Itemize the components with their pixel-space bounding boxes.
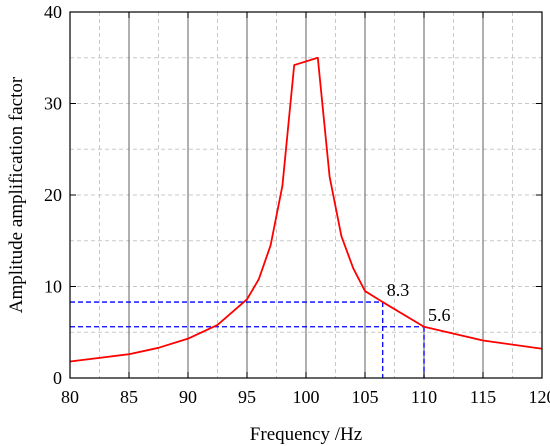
x-tick-label: 100: [293, 387, 320, 407]
y-tick-label: 0: [53, 368, 62, 388]
x-tick-labels: 80 85 90 95 100 105 110 115 120: [61, 387, 550, 407]
y-tick-label: 40: [44, 2, 62, 22]
series-layer: [69, 56, 543, 363]
x-tick-label: 80: [61, 387, 79, 407]
x-tick-label: 120: [529, 387, 550, 407]
x-axis-title: Frequency /Hz: [250, 424, 362, 445]
y-tick-label: 30: [44, 94, 62, 114]
y-tick-label: 20: [44, 185, 62, 205]
minor-grid: [70, 12, 542, 378]
x-tick-label: 85: [120, 387, 138, 407]
series-line: [69, 56, 543, 363]
x-tick-label: 110: [411, 387, 437, 407]
x-tick-label: 115: [470, 387, 496, 407]
annotation-label: 5.6: [428, 305, 451, 325]
y-tick-labels: 0 10 20 30 40: [44, 2, 62, 388]
y-tick-label: 10: [44, 277, 62, 297]
x-tick-label: 95: [238, 387, 256, 407]
x-tick-label: 105: [352, 387, 379, 407]
annotation-guide-lines: [70, 301, 425, 378]
axis-ticks: [69, 11, 543, 379]
x-tick-label: 90: [179, 387, 197, 407]
y-axis-title: Amplitude amplification factor: [6, 76, 27, 313]
annotation-labels: 8.3 5.6: [387, 280, 451, 325]
annotation-label: 8.3: [387, 280, 410, 300]
major-grid: [128, 12, 484, 378]
